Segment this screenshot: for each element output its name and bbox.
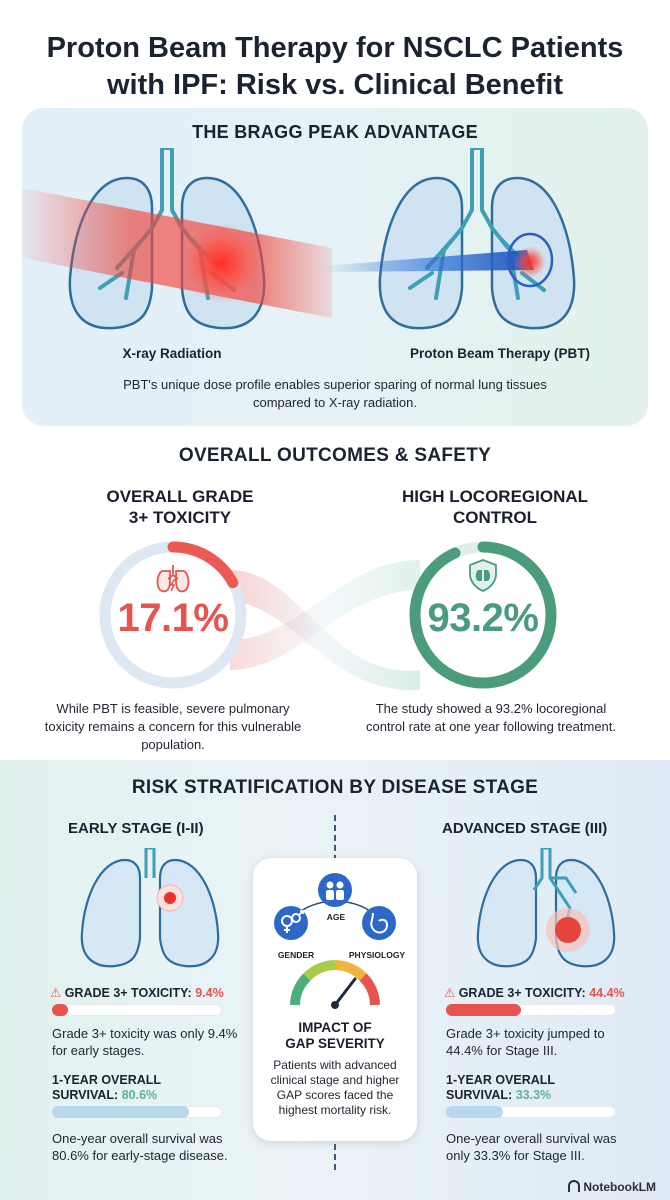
xray-tumor-icon	[182, 223, 262, 303]
gap-factors-diagram	[274, 873, 396, 1009]
advanced-tox-value: 44.4%	[589, 986, 625, 1000]
advanced-os-row: 1-YEAR OVERALL SURVIVAL: 33.3%	[446, 1073, 646, 1103]
advanced-stage-title: ADVANCED STAGE (III)	[442, 820, 608, 837]
factor-age-label: AGE	[326, 912, 346, 922]
advanced-os-text: One-year overall survival was only 33.3%…	[446, 1131, 617, 1163]
footer-brand-text: NotebookLM	[583, 1180, 656, 1194]
early-tox-value: 9.4%	[195, 986, 224, 1000]
page-title: Proton Beam Therapy for NSCLC Patients w…	[0, 30, 670, 104]
early-os-label-2: SURVIVAL:	[52, 1088, 119, 1102]
lung-shield-icon	[469, 559, 497, 592]
early-os-bar-fill	[52, 1106, 190, 1118]
control-title-line-1: HIGH LOCOREGIONAL	[401, 487, 589, 506]
bragg-caption: PBT's unique dose profile enables superi…	[123, 377, 547, 410]
title-line-1: Proton Beam Therapy for NSCLC Patients	[46, 32, 624, 64]
gap-title-line-1: IMPACT OF	[298, 1020, 372, 1035]
title-line-2: with IPF: Risk vs. Clinical Benefit	[106, 69, 564, 101]
toxicity-value: 17.1%	[117, 596, 229, 640]
control-title: HIGH LOCOREGIONAL CONTROL	[370, 486, 620, 528]
control-value: 93.2%	[427, 596, 539, 640]
gauge-icon	[290, 960, 380, 1009]
toxicity-title: OVERALL GRADE 3+ TOXICITY	[60, 486, 300, 528]
early-os-value: 80.6%	[121, 1088, 158, 1102]
early-stage-lungs-icon	[80, 848, 220, 968]
control-caption: The study showed a 93.2% locoregional co…	[365, 701, 617, 734]
pbt-label: Proton Beam Therapy (PBT)	[409, 346, 591, 361]
toxicity-caption: While PBT is feasible, severe pulmonary …	[44, 701, 302, 752]
factor-physiology-label: PHYSIOLOGY	[348, 950, 406, 960]
advanced-tox-bar	[446, 1004, 616, 1016]
advanced-os-value: 33.3%	[515, 1088, 552, 1102]
advanced-tox-bar-fill	[446, 1004, 522, 1016]
stomach-icon	[362, 906, 396, 940]
gap-text: Patients with advanced clinical stage an…	[270, 1058, 400, 1117]
proton-beam	[322, 250, 534, 272]
advanced-tumor-icon	[555, 917, 581, 943]
outcomes-heading: OVERALL OUTCOMES & SAFETY	[178, 445, 492, 466]
control-title-line-2: CONTROL	[452, 508, 538, 527]
early-tox-text: Grade 3+ toxicity was only 9.4% for earl…	[52, 1026, 238, 1058]
early-os-row: 1-YEAR OVERALL SURVIVAL: 80.6%	[52, 1073, 252, 1103]
advanced-stage-lungs-icon	[476, 848, 616, 968]
warning-icon: ⚠	[50, 986, 62, 1000]
notebooklm-logo-icon	[568, 1180, 580, 1192]
factor-gender-label: GENDER	[277, 950, 315, 960]
advanced-tox-text: Grade 3+ toxicity jumped to 44.4% for St…	[446, 1026, 605, 1058]
early-tox-label: GRADE 3+ TOXICITY:	[64, 986, 192, 1000]
xray-beam	[22, 188, 332, 318]
early-tox-row: ⚠ GRADE 3+ TOXICITY: 9.4%	[50, 985, 250, 1000]
early-tox-bar	[52, 1004, 222, 1016]
outcomes-rings	[99, 541, 557, 691]
advanced-tox-label: GRADE 3+ TOXICITY:	[458, 986, 586, 1000]
advanced-tox-row: ⚠ GRADE 3+ TOXICITY: 44.4%	[444, 985, 654, 1000]
toxicity-ring-fill	[99, 541, 247, 689]
warning-icon: ⚠	[444, 986, 456, 1000]
early-tumor-icon	[164, 892, 176, 904]
early-os-label-1: 1-YEAR OVERALL	[52, 1073, 162, 1087]
age-people-icon	[318, 873, 352, 907]
control-ring-fill	[409, 541, 557, 689]
risk-heading: RISK STRATIFICATION BY DISEASE STAGE	[131, 777, 539, 798]
xray-label: X-ray Radiation	[122, 346, 222, 361]
advanced-os-label-1: 1-YEAR OVERALL	[446, 1073, 556, 1087]
lungs-lightning-icon	[156, 565, 190, 593]
proton-lungs-icon	[378, 148, 576, 330]
bragg-heading: THE BRAGG PEAK ADVANTAGE	[192, 122, 478, 142]
early-tox-bar-fill	[52, 1004, 68, 1016]
early-os-bar	[52, 1106, 222, 1118]
gap-title: IMPACT OF GAP SEVERITY	[253, 1020, 417, 1052]
proton-tumor-icon	[514, 246, 546, 278]
advanced-os-bar-fill	[446, 1106, 503, 1118]
gap-title-line-2: GAP SEVERITY	[285, 1036, 385, 1051]
toxicity-title-line-2: 3+ TOXICITY	[128, 508, 232, 527]
footer-brand: NotebookLM	[568, 1180, 664, 1198]
toxicity-title-line-1: OVERALL GRADE	[106, 487, 254, 506]
early-os-text: One-year overall survival was 80.6% for …	[52, 1131, 228, 1163]
advanced-os-label-2: SURVIVAL:	[446, 1088, 513, 1102]
early-stage-title: EARLY STAGE (I-II)	[68, 820, 204, 837]
bragg-illustration	[22, 148, 576, 330]
advanced-os-bar	[446, 1106, 616, 1118]
